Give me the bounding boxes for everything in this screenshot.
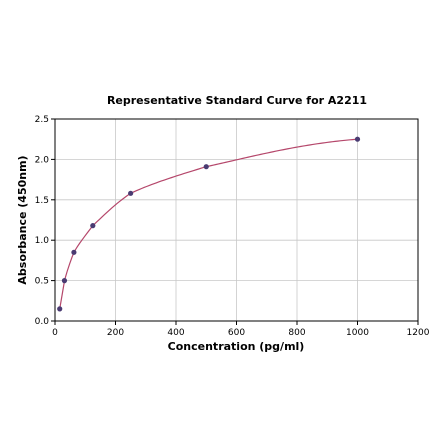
data-point [71, 249, 77, 255]
grid [55, 119, 418, 321]
data-points [57, 136, 361, 312]
data-point [128, 190, 134, 196]
y-tick-label: 2.0 [35, 155, 50, 165]
y-tick-label: 0.5 [35, 277, 49, 287]
x-axis-label: Concentration (pg/ml) [168, 340, 305, 353]
chart-title: Representative Standard Curve for A2211 [107, 94, 367, 107]
y-axis-ticks: 0.0 0.5 1.0 1.5 2.0 2.5 [35, 115, 55, 327]
y-tick-label: 0.0 [35, 317, 50, 327]
y-tick-label: 1.0 [35, 236, 50, 246]
x-tick-label: 800 [288, 328, 305, 338]
x-tick-label: 1000 [346, 328, 369, 338]
y-tick-label: 2.5 [35, 115, 49, 125]
data-point [354, 136, 361, 142]
fit-curve-line [59, 138, 358, 309]
data-point [61, 278, 68, 284]
y-tick-label: 1.5 [35, 196, 49, 206]
x-tick-label: 0 [52, 328, 58, 338]
x-tick-label: 600 [228, 328, 245, 338]
x-tick-label: 1200 [407, 328, 430, 338]
x-tick-label: 400 [167, 328, 184, 338]
y-axis-label: Absorbance (450nm) [16, 155, 29, 284]
fit-curve [59, 138, 358, 309]
x-axis-ticks: 0 200 400 600 800 1000 1200 [52, 321, 430, 338]
data-point [90, 223, 96, 229]
data-point [57, 306, 63, 312]
x-tick-label: 200 [107, 328, 124, 338]
data-point [203, 164, 209, 170]
